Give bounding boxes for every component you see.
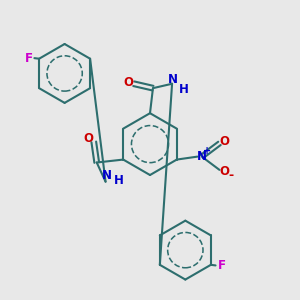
Text: H: H [179,83,189,96]
Text: O: O [220,135,230,148]
Text: O: O [220,165,230,178]
Text: F: F [218,259,225,272]
Text: N: N [197,150,207,163]
Text: +: + [203,146,211,156]
Text: O: O [124,76,134,89]
Text: F: F [25,52,32,64]
Text: -: - [229,169,234,182]
Text: N: N [168,73,178,85]
Text: N: N [101,169,111,182]
Text: O: O [83,133,93,146]
Text: H: H [114,174,124,187]
